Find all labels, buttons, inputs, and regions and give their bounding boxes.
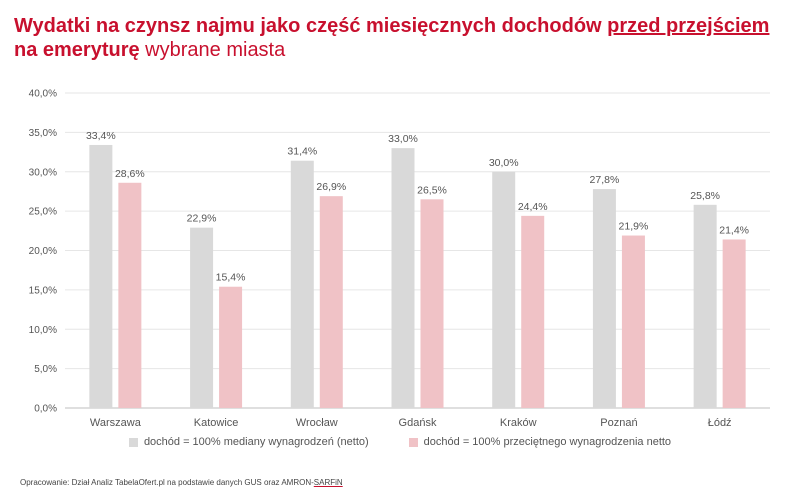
bar-series2 [621, 235, 645, 408]
y-tick-label: 10,0% [29, 325, 57, 336]
x-tick-label: Łódź [708, 417, 732, 429]
y-tick-label: 35,0% [29, 128, 57, 139]
legend: dochód = 100% mediany wynagrodzeń (netto… [0, 436, 800, 448]
source-note: Opracowanie: Dział Analiz TabelaOfert.pl… [20, 478, 343, 487]
source-underlined: SARFiN [313, 478, 343, 487]
bar-series1 [89, 144, 113, 408]
chart-title: Wydatki na czynsz najmu jako część miesi… [14, 14, 784, 62]
chart-subtitle: wybrane miasta [139, 39, 286, 61]
y-tick-label: 25,0% [29, 207, 57, 218]
x-tick-label: Katowice [194, 417, 239, 429]
x-tick-label: Poznań [600, 417, 637, 429]
y-tick-label: 0,0% [34, 404, 57, 415]
legend-swatch-series1 [128, 437, 138, 447]
legend-item-series1: dochód = 100% mediany wynagrodzeń (netto… [128, 436, 369, 448]
data-label: 30,0% [489, 157, 519, 169]
y-tick-label: 20,0% [29, 246, 57, 257]
x-tick-label: Wrocław [296, 417, 338, 429]
data-label: 33,0% [388, 133, 418, 145]
data-label: 22,9% [187, 213, 217, 225]
data-label: 26,5% [417, 184, 447, 196]
bar-series2 [420, 199, 444, 408]
bar-series1 [592, 189, 616, 408]
bar-series1 [290, 160, 314, 408]
data-label: 21,4% [719, 224, 749, 236]
y-tick-label: 30,0% [29, 167, 57, 178]
data-label: 33,4% [86, 130, 116, 142]
source-text: Opracowanie: Dział Analiz TabelaOfert.pl… [20, 478, 314, 487]
x-tick-label: Gdańsk [399, 417, 437, 429]
bar-series1 [391, 148, 415, 408]
legend-label-series2: dochód = 100% przeciętnego wynagrodzenia… [423, 436, 672, 448]
data-label: 28,6% [115, 168, 145, 180]
bar-series2 [118, 182, 142, 408]
data-label: 21,9% [619, 221, 649, 233]
bar-series2 [521, 215, 545, 408]
data-label: 25,8% [690, 190, 720, 202]
x-tick-label: Warszawa [90, 417, 142, 429]
y-tick-label: 5,0% [34, 364, 57, 375]
legend-swatch-series2 [408, 437, 418, 447]
y-tick-label: 40,0% [29, 89, 57, 100]
title-part3: na emeryturę [14, 39, 140, 61]
data-label: 31,4% [287, 146, 317, 158]
data-label: 15,4% [216, 272, 246, 284]
data-label: 26,9% [316, 181, 346, 193]
data-label: 27,8% [590, 174, 620, 186]
title-part1: Wydatki na czynsz najmu jako część miesi… [14, 15, 608, 37]
data-label: 24,4% [518, 201, 548, 213]
bar-series2 [722, 239, 746, 408]
title-part2: przed przejściem [607, 15, 770, 37]
legend-item-series2: dochód = 100% przeciętnego wynagrodzenia… [408, 436, 672, 448]
y-tick-label: 15,0% [29, 285, 57, 296]
bar-series2 [319, 196, 343, 408]
bar-series1 [693, 204, 717, 408]
bar-series1 [492, 171, 516, 408]
legend-label-series1: dochód = 100% mediany wynagrodzeń (netto… [143, 436, 369, 448]
x-tick-label: Kraków [500, 417, 537, 429]
bar-series1 [190, 227, 214, 408]
bar-series2 [219, 286, 243, 408]
